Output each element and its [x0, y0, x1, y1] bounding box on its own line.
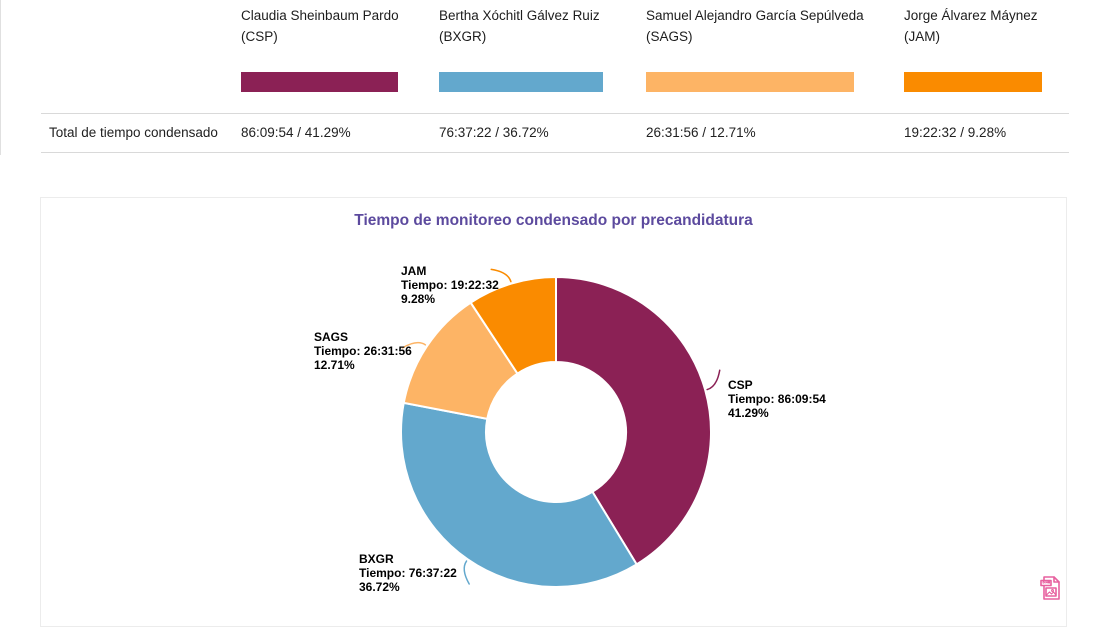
candidate-name: Bertha Xóchitl Gálvez Ruiz — [439, 8, 600, 23]
label-connector-sags — [401, 341, 427, 349]
donut-slice-bxgr[interactable] — [400, 401, 639, 588]
table-row-label: Total de tiempo condensado — [49, 125, 218, 140]
color-swatch-sags — [646, 72, 854, 92]
total-time-csp: 86:09:54 / 41.29% — [241, 125, 351, 140]
donut-slice-csp[interactable] — [555, 275, 712, 566]
total-time-bxgr: 76:37:22 / 36.72% — [439, 125, 549, 140]
candidate-abbr: (JAM) — [904, 29, 940, 44]
total-time-sags: 26:31:56 / 12.71% — [646, 125, 756, 140]
chart-title: Tiempo de monitoreo condensado por preca… — [354, 212, 753, 229]
column-header-jam: Jorge Álvarez Máynez (JAM) — [904, 5, 1038, 47]
color-swatch-jam — [904, 72, 1042, 92]
slice-label-sags: SAGS Tiempo: 26:31:56 12.71% — [314, 330, 412, 372]
candidate-name: Samuel Alejandro García Sepúlveda — [646, 8, 864, 23]
column-header-bxgr: Bertha Xóchitl Gálvez Ruiz (BXGR) — [439, 5, 600, 47]
table-rule-bottom — [41, 152, 1069, 153]
download-png-icon[interactable] — [1039, 575, 1063, 601]
label-connector-jam — [490, 268, 512, 283]
donut-chart[interactable] — [41, 198, 1068, 628]
color-swatch-csp — [241, 72, 398, 92]
donut-slice-jam[interactable] — [469, 275, 557, 375]
label-connector-csp — [706, 369, 721, 391]
candidate-abbr: (BXGR) — [439, 29, 487, 44]
chart-card: Tiempo de monitoreo condensado por preca… — [40, 197, 1067, 627]
candidate-abbr: (SAGS) — [646, 29, 693, 44]
slice-label-csp: CSP Tiempo: 86:09:54 41.29% — [728, 378, 826, 420]
slice-label-jam: JAM Tiempo: 19:22:32 9.28% — [401, 264, 499, 306]
candidate-name: Jorge Álvarez Máynez — [904, 8, 1038, 23]
color-swatch-bxgr — [439, 72, 603, 92]
slice-label-bxgr: BXGR Tiempo: 76:37:22 36.72% — [359, 552, 457, 594]
column-header-sags: Samuel Alejandro García Sepúlveda (SAGS) — [646, 5, 864, 47]
label-connector-bxgr — [463, 560, 470, 585]
summary-table: Claudia Sheinbaum Pardo (CSP) Bertha Xóc… — [0, 0, 1109, 155]
candidate-abbr: (CSP) — [241, 29, 278, 44]
column-header-csp: Claudia Sheinbaum Pardo (CSP) — [241, 5, 399, 47]
table-rule-top — [41, 113, 1069, 114]
candidate-name: Claudia Sheinbaum Pardo — [241, 8, 399, 23]
total-time-jam: 19:22:32 / 9.28% — [904, 125, 1007, 140]
